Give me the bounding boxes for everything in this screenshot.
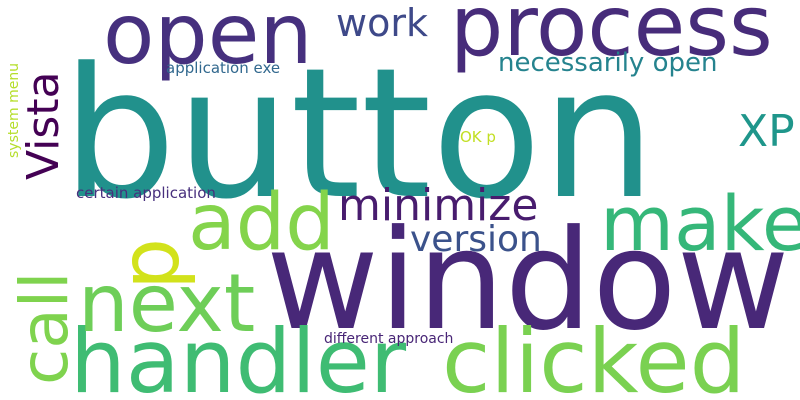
word-xp: XP xyxy=(738,106,795,157)
word-different-approach: different approach xyxy=(324,331,454,347)
word-ok-p: OK p xyxy=(460,128,496,146)
word-button: button xyxy=(62,30,656,239)
word-p: p xyxy=(103,237,198,290)
word-open: open xyxy=(103,0,313,83)
word-call: call xyxy=(6,271,83,385)
word-version: version xyxy=(410,219,542,260)
word-vista: Vista xyxy=(18,71,69,181)
word-process: process xyxy=(450,0,773,75)
word-minimize: minimize xyxy=(338,180,539,231)
word-necessarily-open: necessarily open xyxy=(498,48,718,78)
word-make: make xyxy=(600,179,800,268)
word-next: next xyxy=(78,257,256,350)
word-window: window xyxy=(266,200,790,361)
word-certain-application: certain application xyxy=(76,184,216,202)
word-work: work xyxy=(336,1,428,45)
word-system-menu: system menu xyxy=(6,62,22,158)
word-add: add xyxy=(188,178,335,268)
word-handler: handler xyxy=(70,310,407,400)
word-clicked: clicked xyxy=(442,310,746,400)
word-application-exe: application exe xyxy=(166,59,281,77)
